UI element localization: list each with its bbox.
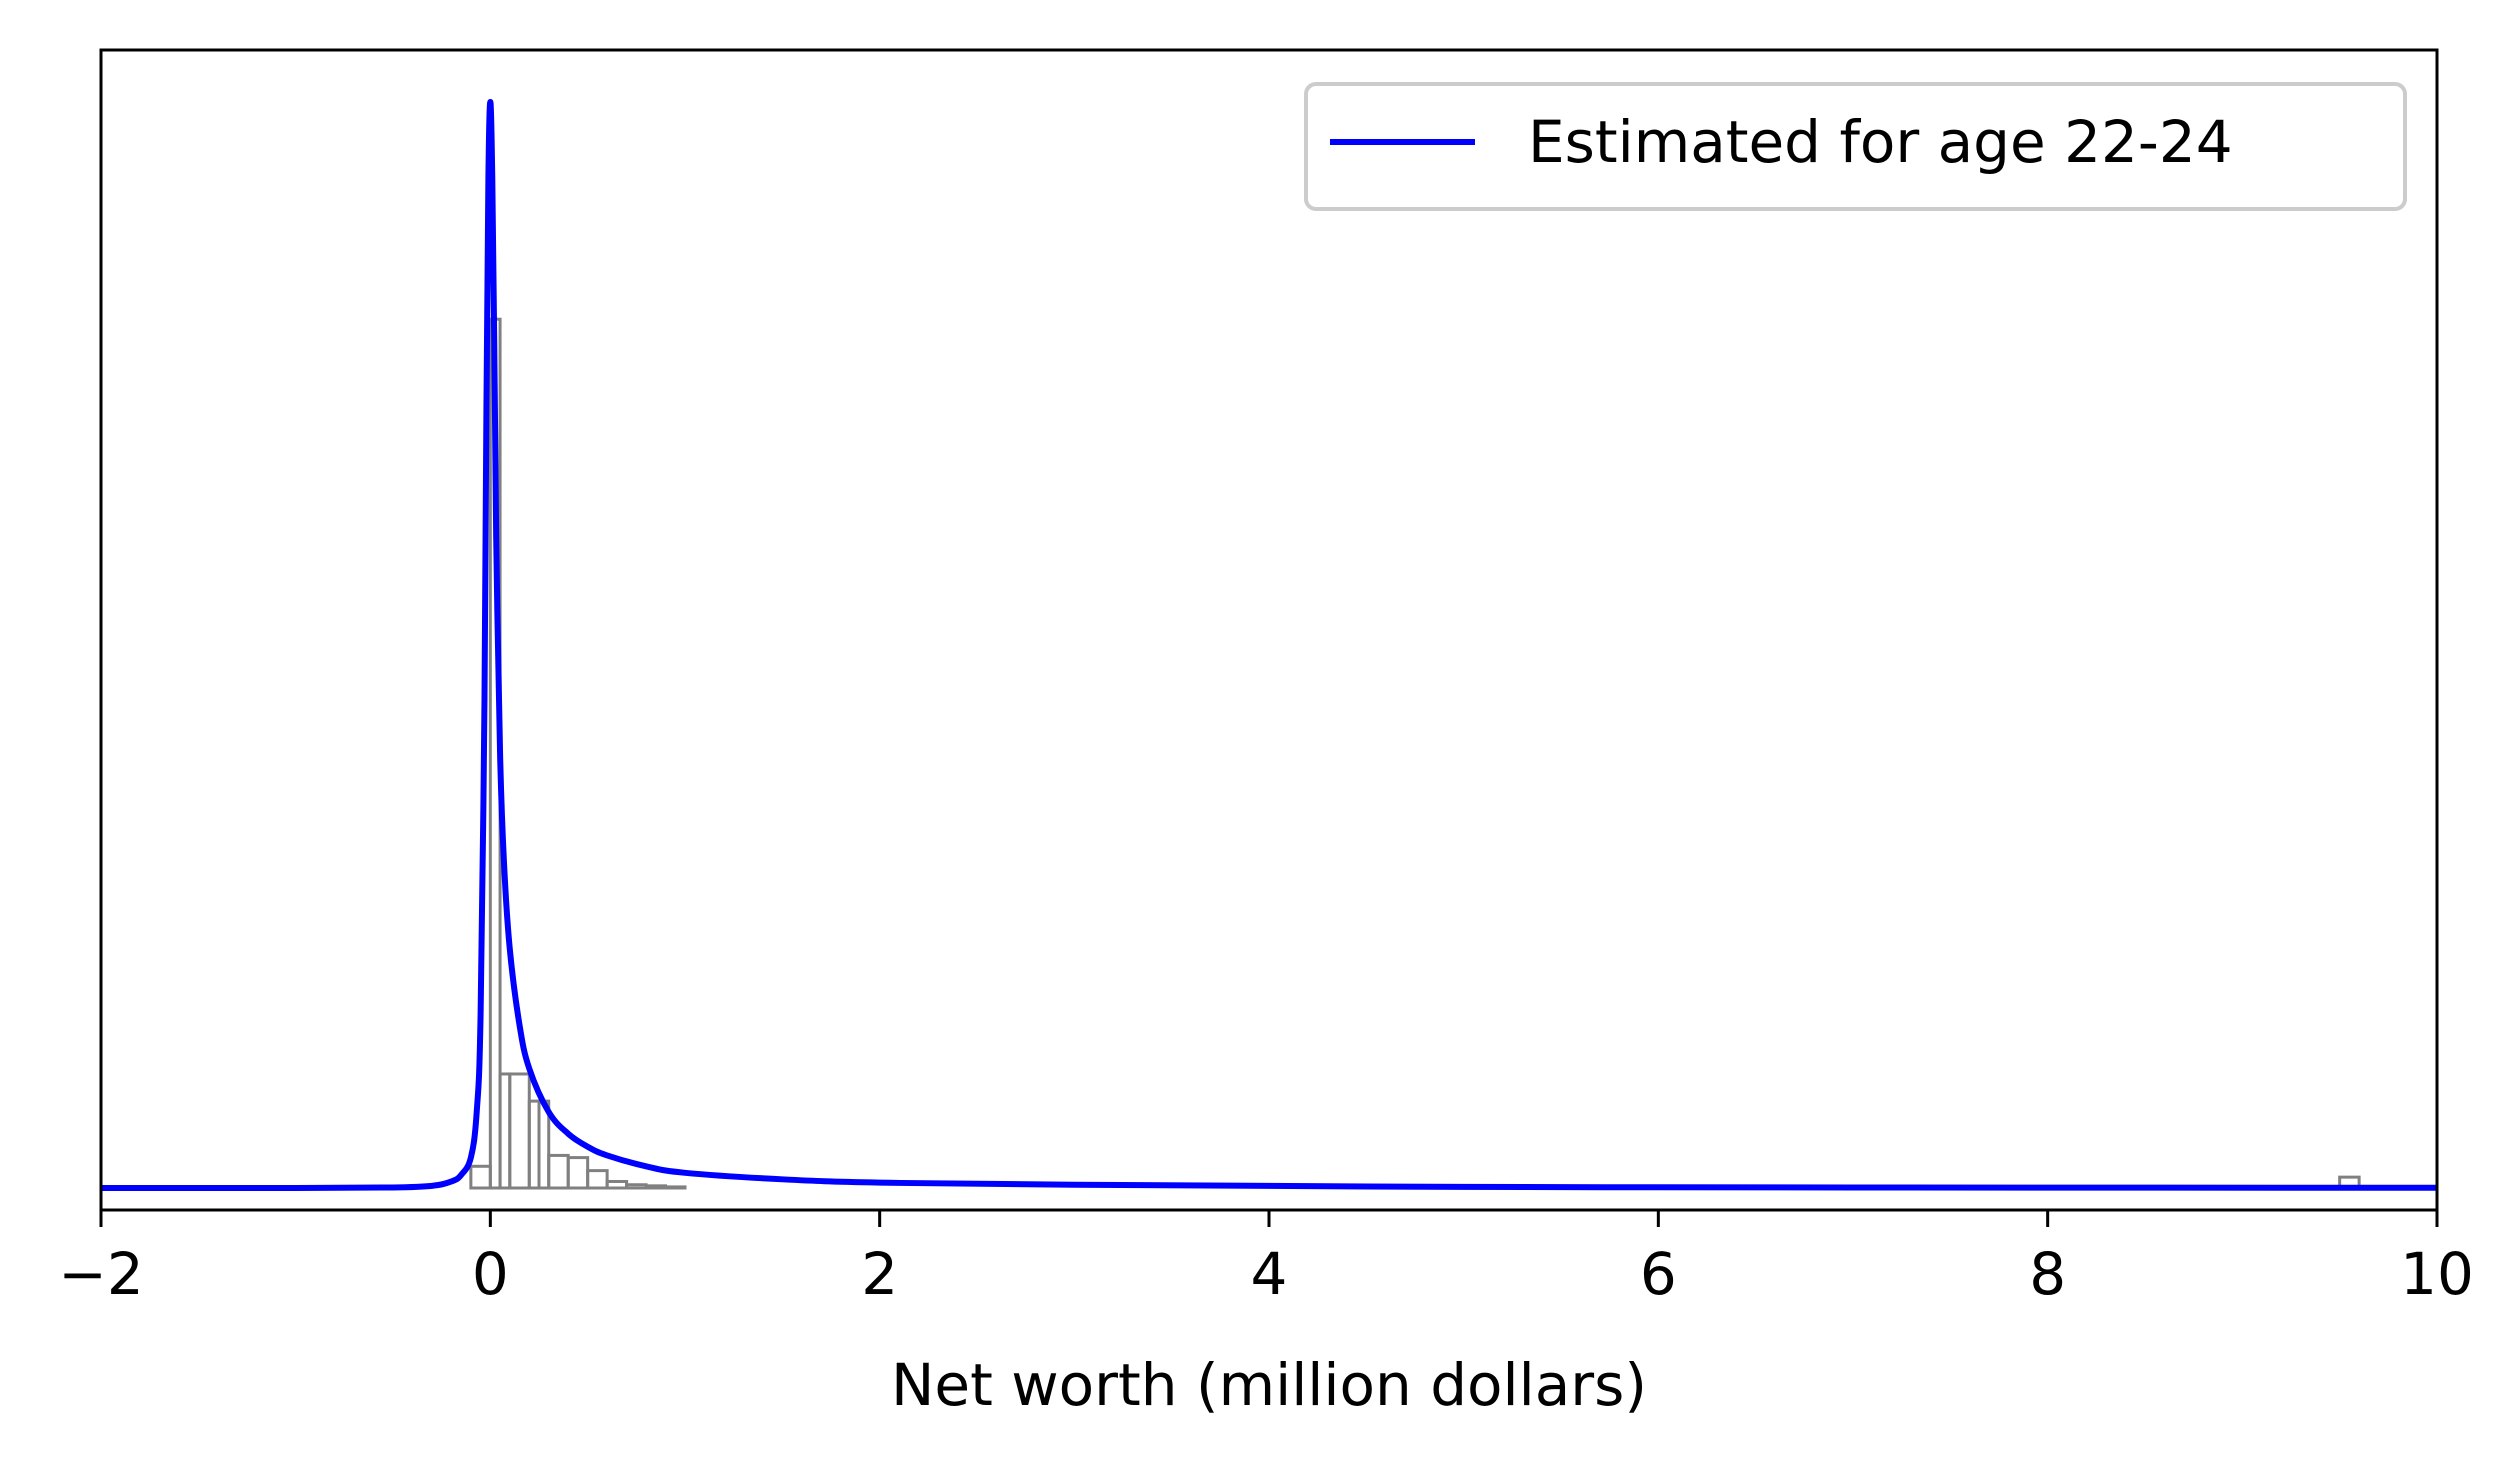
x-tick-label: −2 bbox=[58, 1240, 144, 1308]
histogram-bar-8 bbox=[586, 1169, 609, 1190]
x-tick-label: 6 bbox=[1640, 1240, 1677, 1308]
estimate-line bbox=[100, 99, 2438, 1192]
x-tick-label: 2 bbox=[861, 1240, 898, 1308]
legend: Estimated for age 22-24 bbox=[1304, 82, 2407, 211]
x-axis-ticks: −2 0 2 4 6 8 10 bbox=[58, 1210, 2474, 1308]
x-tick-label: 0 bbox=[472, 1240, 509, 1308]
legend-box bbox=[1304, 82, 2407, 211]
histogram-bar-12 bbox=[664, 1185, 687, 1190]
estimate-series bbox=[100, 99, 2438, 1192]
x-tick-label: 4 bbox=[1251, 1240, 1288, 1308]
x-axis-label: Net worth (million dollars) bbox=[891, 1351, 1647, 1419]
histogram-bar-11 bbox=[644, 1184, 668, 1190]
legend-entry-label: Estimated for age 22-24 bbox=[1528, 108, 2233, 176]
x-tick-label: 10 bbox=[2400, 1240, 2474, 1308]
x-tick-label: 8 bbox=[2029, 1240, 2066, 1308]
